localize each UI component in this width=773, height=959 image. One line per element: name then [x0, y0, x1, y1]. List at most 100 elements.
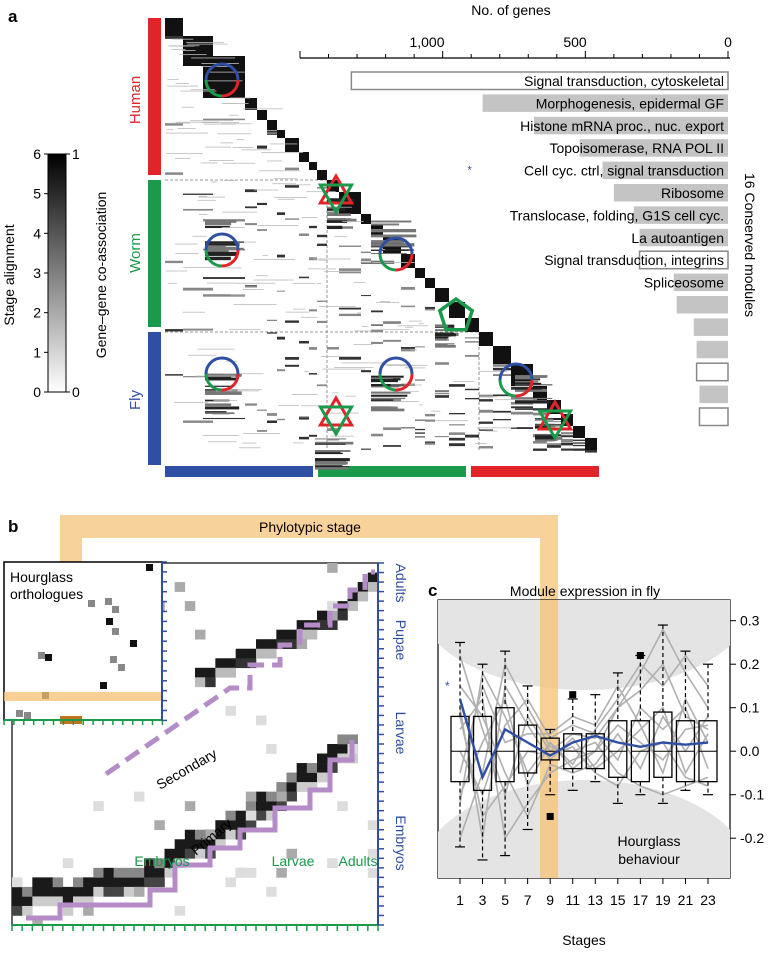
coassociation-streak: [267, 420, 277, 424]
module-label: Signal transduction, integrins: [544, 252, 724, 268]
matrix-cell: [367, 848, 379, 859]
coassociation-streak: [182, 50, 196, 51]
coassociation-streak: [371, 228, 417, 233]
matrix-cell: [184, 839, 196, 850]
coassociation-streak: [165, 260, 183, 264]
matrix-cell: [215, 658, 226, 669]
phylotypic-stage-title: Phylotypic stage: [259, 519, 361, 535]
coassociation-streak: [254, 189, 279, 191]
species-bottom-bar-fly: [165, 466, 313, 477]
coassociation-streak: [449, 432, 465, 435]
module-bar: [676, 296, 728, 314]
coassociation-streak: [453, 381, 475, 383]
matrix-cell: [245, 867, 257, 878]
coassociation-streak: [277, 212, 285, 216]
coassociation-streak: [278, 404, 299, 406]
diagonal-module-block: [573, 426, 585, 438]
coassociation-streak: [205, 412, 235, 415]
y-tick-label: -0.1: [740, 787, 764, 803]
conservation-ring: [378, 236, 414, 272]
y-tick-label: -0.2: [740, 830, 764, 846]
star-triangle-red: [536, 399, 574, 431]
inset-title-line-1: Hourglass: [10, 569, 73, 585]
ring-arc-blue: [378, 236, 414, 255]
coassociation-streak: [327, 439, 339, 441]
coassociation-streak: [299, 340, 309, 344]
coassociation-streak: [361, 262, 371, 264]
matrix-cell: [93, 801, 104, 811]
coassociation-streak: [217, 133, 252, 135]
matrix-cell: [245, 820, 257, 831]
coassociation-streak: [415, 436, 425, 438]
star-triangle-red: [317, 395, 355, 427]
coassociation-streak: [167, 79, 179, 81]
coassociation-streak: [371, 220, 412, 223]
matrix-cell: [195, 667, 206, 678]
coassociation-streak: [435, 420, 469, 422]
coassociation-streak: [515, 400, 551, 404]
coassociation-streak: [205, 222, 232, 226]
module-bar: [639, 228, 728, 247]
coassociation-streak: [232, 147, 254, 148]
coassociation-streak: [561, 440, 573, 443]
inset-cell: [24, 712, 31, 719]
tick-label-1000: 1,000: [409, 34, 444, 50]
matrix-cell: [245, 648, 257, 659]
coassociation-streak: [327, 225, 343, 230]
coassociation-streak: [203, 123, 236, 125]
coassociation-streak: [249, 207, 256, 209]
gene-count-axis: No. of genes 1,000 500 0: [299, 2, 732, 59]
module-label: Signal transduction, cytoskeletal: [524, 73, 724, 89]
coassociation-streak: [401, 286, 415, 290]
species-label-human: Human: [127, 76, 144, 124]
coassociation-streak: [267, 133, 277, 135]
coassociation-streak: [479, 399, 493, 402]
coassociation-streak: [277, 254, 285, 258]
coassociation-streak: [198, 214, 208, 215]
coassociation-streak: [245, 223, 257, 226]
tick-label-500: 500: [563, 34, 587, 50]
coassociation-streak: [205, 241, 245, 244]
matrix-cell: [12, 905, 23, 916]
coassociation-streak: [561, 442, 573, 446]
coassociation-streak: [535, 425, 551, 429]
coassociation-streak: [317, 300, 327, 302]
coassociation-streak: [224, 267, 242, 269]
coassociation-streak: [175, 83, 190, 85]
inset-cell: [118, 664, 125, 671]
matrix-cell: [174, 848, 186, 859]
coassociation-streak: [253, 279, 294, 281]
matrix-cell: [32, 886, 43, 897]
coassociation-streak: [449, 413, 465, 415]
coassociation-streak: [266, 160, 283, 162]
matrix-cell: [367, 572, 379, 583]
coassociation-streak: [203, 294, 245, 297]
coassociation-streak: [291, 393, 318, 395]
coassociation-streak: [267, 413, 277, 416]
coassociation-streak: [435, 345, 448, 348]
matrix-cell: [245, 801, 257, 811]
coassociation-streak: [515, 388, 547, 392]
ring-arc-red: [395, 373, 414, 392]
matrix-cell: [317, 620, 328, 630]
matrix-cell: [42, 886, 53, 897]
matrix-cell: [235, 810, 247, 821]
matrix-cell: [286, 629, 297, 640]
conservation-ring: [204, 232, 240, 268]
colorbar-left-tick-label: 1: [33, 344, 41, 360]
coassociation-streak: [205, 385, 231, 387]
gray-series-line: [459, 683, 709, 776]
module-bar: [696, 340, 728, 359]
coassociation-streak: [315, 450, 351, 452]
module-bar: [633, 206, 728, 224]
coassociation-streak: [401, 346, 415, 349]
coassociation-streak: [361, 370, 371, 373]
coassociation-streak: [371, 249, 386, 250]
module-bar: [699, 385, 728, 404]
coassociation-streak: [205, 249, 229, 253]
matrix-cell: [215, 829, 226, 840]
coassociation-streak: [209, 160, 234, 161]
x-label-larvae: Larvae: [272, 853, 315, 869]
outlier-point: [569, 691, 577, 699]
coassociation-streak: [561, 435, 573, 438]
